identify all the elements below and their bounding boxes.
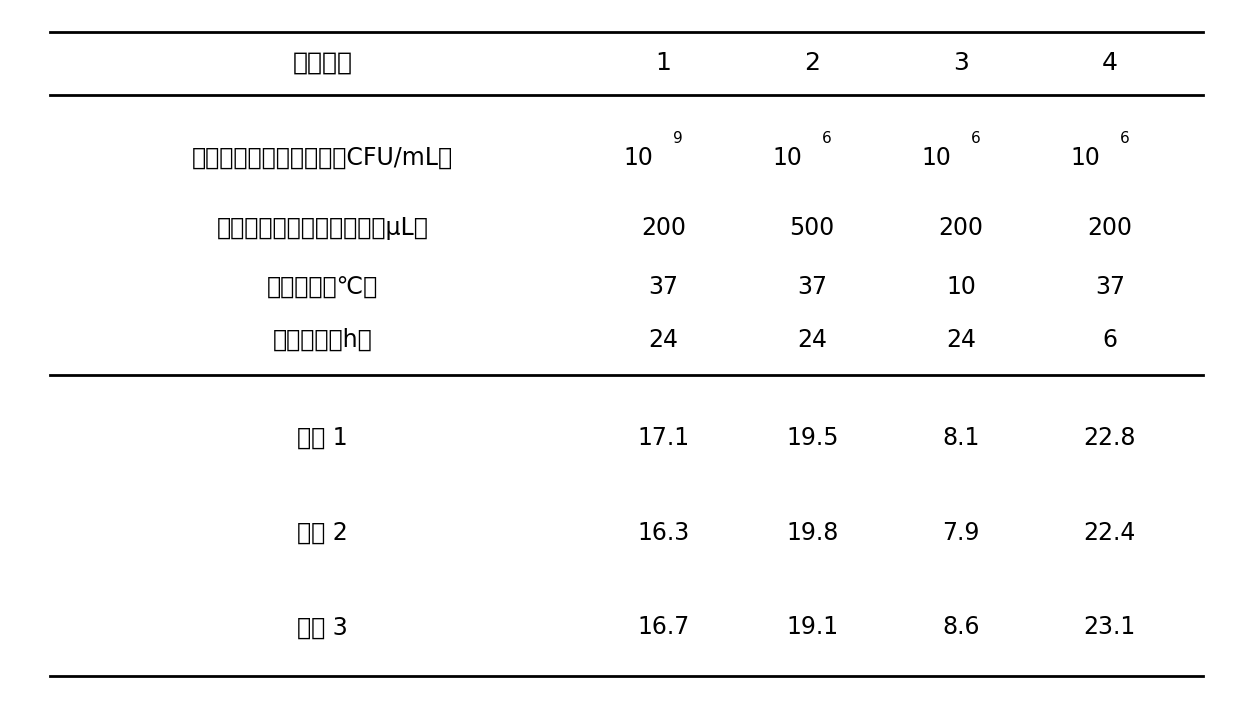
Text: 17.1: 17.1 <box>637 426 689 450</box>
Text: 10: 10 <box>1070 146 1100 170</box>
Text: 1: 1 <box>656 51 671 75</box>
Text: 3: 3 <box>954 51 968 75</box>
Text: 实验 2: 实验 2 <box>298 521 347 545</box>
Text: 对比方案: 对比方案 <box>293 51 352 75</box>
Text: 6: 6 <box>971 130 981 146</box>
Text: 6: 6 <box>822 130 832 146</box>
Text: 500: 500 <box>790 216 835 240</box>
Text: 16.7: 16.7 <box>637 615 689 639</box>
Text: 2: 2 <box>805 51 820 75</box>
Text: 24: 24 <box>946 328 976 352</box>
Text: 8.6: 8.6 <box>942 615 980 639</box>
Text: 23.1: 23.1 <box>1084 615 1136 639</box>
Text: 10: 10 <box>921 146 951 170</box>
Text: 7.9: 7.9 <box>942 521 980 545</box>
Text: 19.8: 19.8 <box>786 521 838 545</box>
Text: 6: 6 <box>1102 328 1117 352</box>
Text: 37: 37 <box>1095 275 1125 299</box>
Text: 实验 1: 实验 1 <box>298 426 347 450</box>
Text: 22.8: 22.8 <box>1084 426 1136 450</box>
Text: 19.1: 19.1 <box>786 615 838 639</box>
Text: 6: 6 <box>1120 130 1130 146</box>
Text: 37: 37 <box>649 275 678 299</box>
Text: 37: 37 <box>797 275 827 299</box>
Text: 10: 10 <box>773 146 802 170</box>
Text: 孵育时间（h）: 孵育时间（h） <box>273 328 372 352</box>
Text: 200: 200 <box>939 216 983 240</box>
Text: 4: 4 <box>1102 51 1117 75</box>
Text: 24: 24 <box>797 328 827 352</box>
Text: 24: 24 <box>649 328 678 352</box>
Text: 变形链球菌菌悬液浓度（CFU/mL）: 变形链球菌菌悬液浓度（CFU/mL） <box>192 146 453 170</box>
Text: 10: 10 <box>946 275 976 299</box>
Text: 16.3: 16.3 <box>637 521 689 545</box>
Text: 变形链球菌菌悬液加入量（μL）: 变形链球菌菌悬液加入量（μL） <box>217 216 428 240</box>
Text: 8.1: 8.1 <box>942 426 980 450</box>
Text: 9: 9 <box>673 130 683 146</box>
Text: 10: 10 <box>624 146 653 170</box>
Text: 200: 200 <box>1087 216 1132 240</box>
Text: 孵育温度（℃）: 孵育温度（℃） <box>267 275 378 299</box>
Text: 200: 200 <box>641 216 686 240</box>
Text: 22.4: 22.4 <box>1084 521 1136 545</box>
Text: 19.5: 19.5 <box>786 426 838 450</box>
Text: 实验 3: 实验 3 <box>298 615 347 639</box>
